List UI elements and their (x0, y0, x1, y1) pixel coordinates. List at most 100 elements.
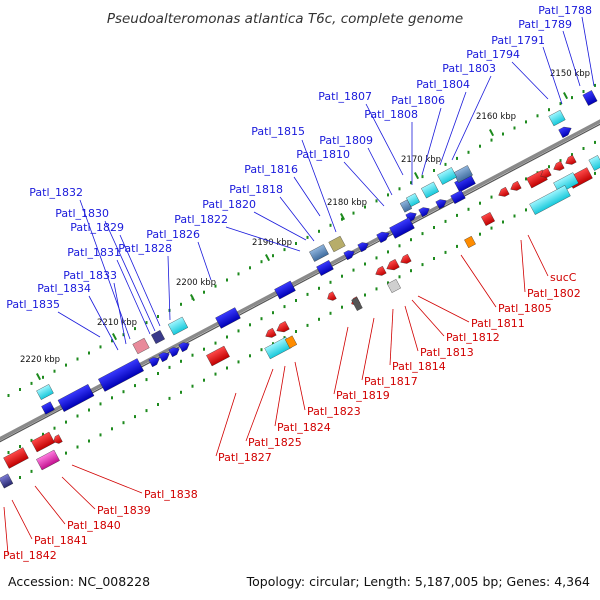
gene-label[interactable]: Patl_1839 (97, 504, 151, 517)
gene-label[interactable]: Patl_1825 (248, 436, 302, 449)
tick-dot (53, 369, 56, 373)
gene-label[interactable]: Patl_1794 (466, 48, 520, 61)
gene-label[interactable]: Patl_1806 (391, 94, 445, 107)
reverse-gene (276, 321, 290, 333)
leader-line (421, 107, 442, 176)
gene-label[interactable]: Patl_1809 (319, 134, 373, 147)
gene-label[interactable]: Patl_1841 (34, 534, 88, 547)
forward-gene (328, 235, 346, 253)
tick-dot (111, 427, 113, 431)
tick-dot (295, 330, 297, 333)
gene-label[interactable]: Patl_1826 (146, 228, 200, 241)
tick-dot (122, 421, 125, 425)
leader-line (215, 392, 237, 457)
tick-dot (582, 90, 585, 93)
tick-dot (387, 250, 389, 254)
gene-label[interactable]: Patl_1822 (174, 213, 228, 226)
gene-label[interactable]: sucC (550, 271, 577, 284)
gene-label[interactable]: Patl_1815 (251, 125, 305, 138)
accession-text: Accession: NC_008228 (8, 574, 150, 589)
tick-dot (490, 195, 493, 199)
tick-dot (318, 317, 320, 321)
gene-label[interactable]: Patl_1834 (37, 282, 91, 295)
reverse-gene (386, 259, 400, 271)
leader-line (294, 361, 306, 411)
gene-label[interactable]: Patl_1831 (67, 246, 121, 259)
gene-label[interactable]: Patl_1804 (416, 78, 470, 91)
tick-dot (42, 432, 44, 436)
gene-label[interactable]: Patl_1840 (67, 519, 121, 532)
tick-dot (306, 323, 309, 327)
gene-label[interactable]: Patl_1828 (118, 242, 172, 255)
gene-label[interactable]: Patl_1803 (442, 62, 496, 75)
forward-gene (41, 401, 55, 415)
gene-label[interactable]: Patl_1842 (3, 549, 57, 562)
gene-label[interactable]: Patl_1814 (392, 360, 446, 373)
tick-dot (318, 229, 320, 233)
gene-label[interactable]: Patl_1838 (144, 488, 198, 501)
gene-label[interactable]: Patl_1789 (518, 18, 572, 31)
gene-label[interactable]: Patl_1808 (364, 108, 418, 121)
reverse-gene (375, 265, 387, 276)
tick-dot (214, 372, 217, 376)
forward-gene (274, 280, 296, 300)
gene-label[interactable]: Patl_1818 (229, 183, 283, 196)
gene-features (0, 90, 600, 489)
topology-text: Topology: circular; Length: 5,187,005 bp… (246, 574, 590, 589)
gene-label[interactable]: Patl_1807 (318, 90, 372, 103)
gene-label[interactable]: Patl_1788 (538, 4, 592, 17)
leader-line (71, 464, 143, 494)
gene-label[interactable]: Patl_1835 (6, 298, 60, 311)
forward-gene-labels: Patl_1788 Patl_1789 Patl_1791 Patl_1794 … (6, 4, 592, 311)
reverse-gene (588, 155, 600, 171)
gene-label[interactable]: Patl_1823 (307, 405, 361, 418)
tick-dot (467, 207, 470, 211)
gene-label[interactable]: Patl_1791 (491, 34, 545, 47)
tick-dot (571, 96, 573, 100)
gene-label[interactable]: Patl_1830 (55, 207, 109, 220)
leader-line (367, 147, 393, 196)
leader-line (520, 239, 526, 293)
gene-label[interactable]: Patl_1813 (420, 346, 474, 359)
tick-dot (99, 345, 102, 349)
gene-label[interactable]: Patl_1833 (63, 269, 117, 282)
forward-gene (36, 384, 54, 400)
reverse-gene (387, 279, 401, 293)
gene-label[interactable]: Patl_1812 (446, 331, 500, 344)
tick-dot (260, 348, 263, 352)
leader-line (411, 299, 445, 337)
forward-gene (376, 231, 390, 243)
gene-label[interactable]: Patl_1816 (244, 163, 298, 176)
gene-label[interactable]: Patl_1820 (202, 198, 256, 211)
reverse-gene (265, 327, 277, 338)
gene-label[interactable]: Patl_1810 (296, 148, 350, 161)
leader-line (116, 259, 151, 335)
reverse-gene (351, 297, 363, 311)
forward-gene (437, 167, 457, 185)
gene-label[interactable]: Patl_1811 (471, 317, 525, 330)
major-tick (190, 294, 196, 302)
tick-dot (283, 305, 286, 309)
tick-dot (19, 445, 21, 448)
tick-dot (444, 162, 447, 166)
leader-line (301, 139, 337, 233)
gene-label[interactable]: Patl_1827 (218, 451, 272, 464)
tick-dot (260, 317, 263, 321)
leader-line (253, 211, 307, 241)
gene-label[interactable]: Patl_1819 (336, 389, 390, 402)
gene-label[interactable]: Patl_1805 (498, 302, 552, 315)
reverse-gene-labels: sucC Patl_1802 Patl_1805 Patl_1811 Patl_… (3, 271, 581, 562)
gene-label[interactable]: Patl_1824 (277, 421, 331, 434)
tick-dot (191, 353, 194, 357)
gene-label[interactable]: Patl_1829 (70, 221, 124, 234)
tick-dot (490, 226, 493, 230)
tick-dot (157, 403, 159, 406)
tick-dot (237, 329, 240, 333)
gene-label[interactable]: Patl_1802 (527, 287, 581, 300)
tick-dot (364, 205, 366, 209)
gene-label[interactable]: Patl_1817 (364, 375, 418, 388)
tick-dot (76, 357, 79, 361)
forward-gene (357, 242, 369, 253)
forward-gene (453, 165, 473, 183)
gene-label[interactable]: Patl_1832 (29, 186, 83, 199)
